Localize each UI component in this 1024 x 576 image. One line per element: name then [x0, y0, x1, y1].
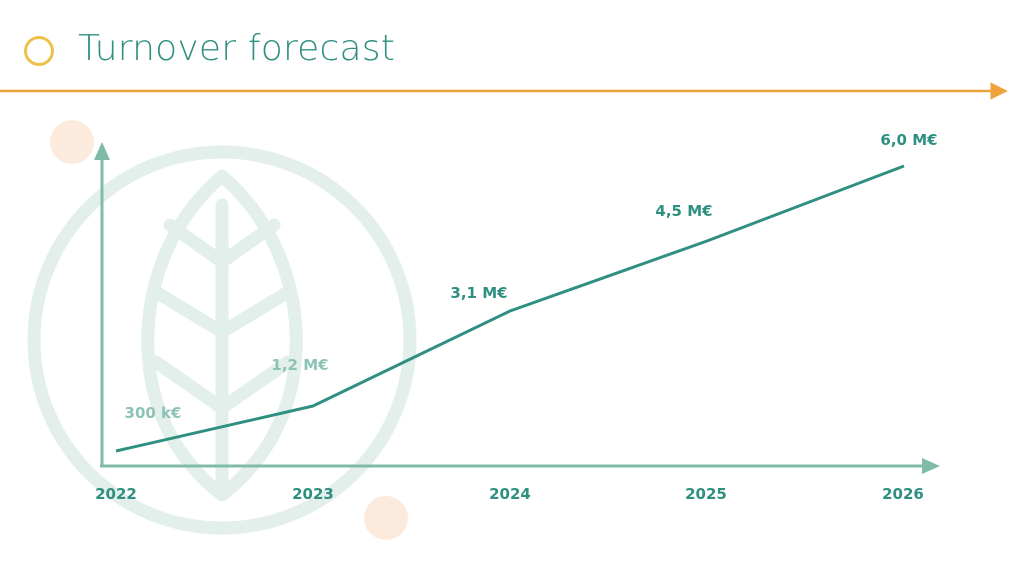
decorative-dot — [50, 120, 94, 164]
x-tick-label-2022: 2022 — [95, 485, 137, 503]
slide-header: Turnover forecast — [0, 0, 1024, 100]
x-tick-label-2025: 2025 — [685, 485, 727, 503]
x-tick-label-2024: 2024 — [489, 485, 531, 503]
data-label-2023: 1,2 M€ — [271, 356, 328, 374]
data-label-2024: 3,1 M€ — [450, 284, 507, 302]
data-label-2022: 300 k€ — [125, 404, 182, 422]
x-tick-label-2023: 2023 — [292, 485, 334, 503]
title-circle-icon — [24, 36, 54, 66]
leaf-watermark-icon — [27, 145, 417, 535]
y-axis-arrow-icon — [94, 142, 110, 160]
x-axis-arrow-icon — [922, 458, 940, 474]
series-line — [115, 164, 905, 453]
decorative-dot — [364, 496, 408, 540]
data-label-2026: 6,0 M€ — [880, 131, 937, 149]
data-label-2025: 4,5 M€ — [655, 202, 712, 220]
x-tick-label-2026: 2026 — [882, 485, 924, 503]
slide-title: Turnover forecast — [78, 28, 396, 69]
